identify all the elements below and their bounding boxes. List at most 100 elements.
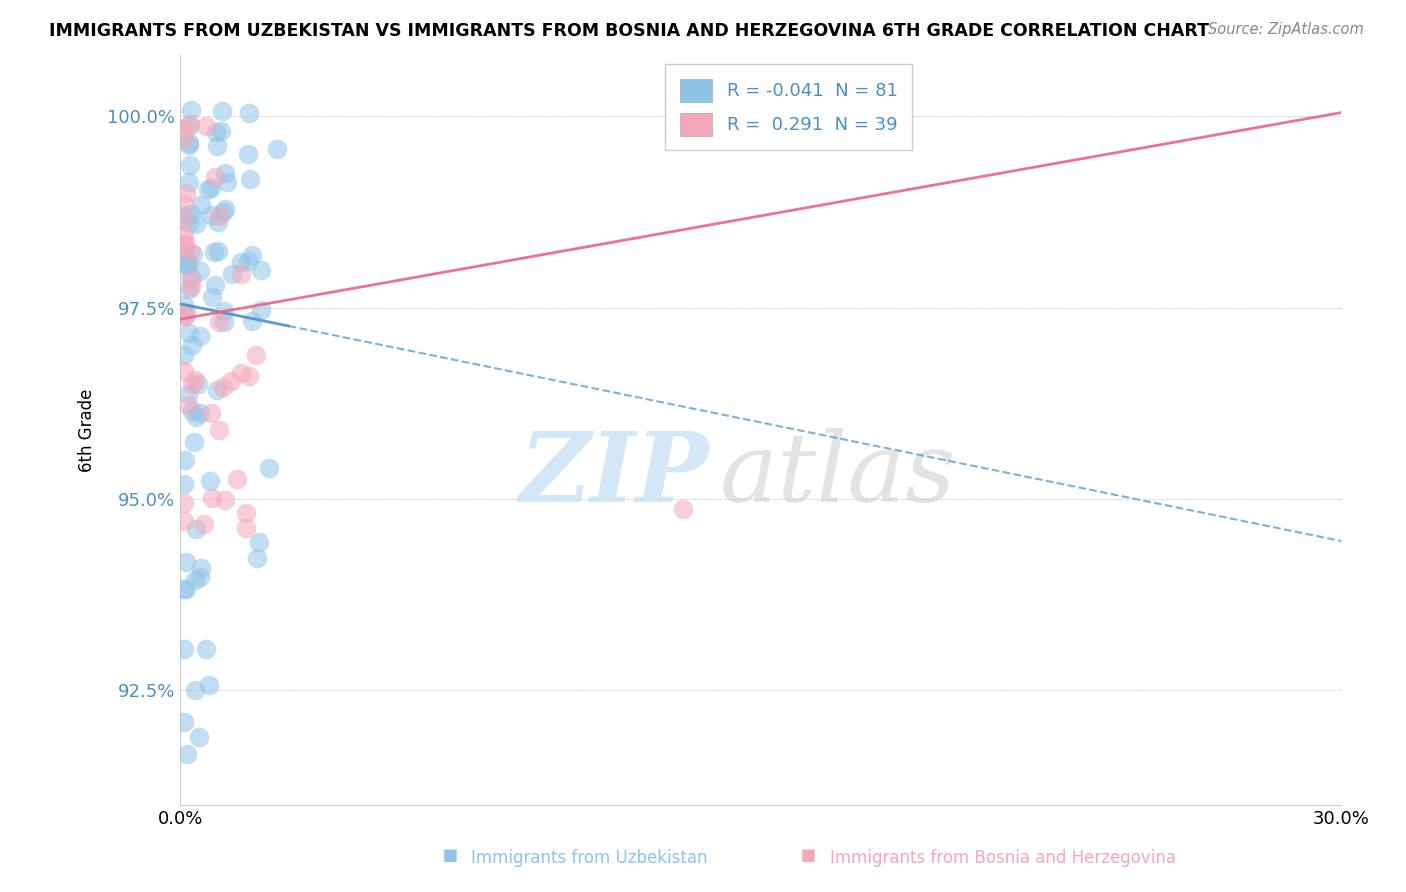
- Point: [184, 217, 207, 231]
- Point: [246, 550, 269, 565]
- Text: ▪: ▪: [441, 843, 458, 867]
- Point: [259, 461, 281, 475]
- Point: [221, 374, 243, 388]
- Point: [176, 398, 198, 412]
- Point: [173, 476, 195, 491]
- Point: [201, 290, 224, 304]
- Point: [205, 139, 228, 153]
- Point: [173, 582, 195, 596]
- Point: [180, 207, 202, 221]
- Point: [181, 376, 204, 391]
- Text: ZIP: ZIP: [519, 428, 709, 522]
- Text: atlas: atlas: [720, 428, 956, 522]
- Point: [179, 117, 201, 131]
- Point: [214, 165, 236, 179]
- Point: [197, 678, 219, 692]
- Point: [202, 245, 225, 260]
- Point: [174, 257, 197, 271]
- Point: [221, 267, 243, 281]
- Point: [205, 383, 228, 397]
- Point: [173, 496, 195, 510]
- Point: [177, 282, 200, 296]
- Point: [207, 215, 229, 229]
- Point: [186, 410, 208, 425]
- Text: Immigrants from Uzbekistan: Immigrants from Uzbekistan: [471, 849, 707, 867]
- Point: [174, 555, 197, 569]
- Point: [188, 264, 211, 278]
- Point: [174, 308, 197, 322]
- Point: [177, 120, 200, 134]
- Point: [200, 181, 222, 195]
- Point: [207, 244, 229, 259]
- Point: [174, 305, 197, 319]
- Point: [173, 238, 195, 252]
- Point: [177, 136, 200, 151]
- Point: [205, 125, 228, 139]
- Point: [247, 535, 270, 549]
- Point: [238, 105, 260, 120]
- Point: [198, 474, 221, 488]
- Point: [173, 132, 195, 146]
- Point: [208, 315, 231, 329]
- Point: [176, 747, 198, 761]
- Point: [214, 493, 236, 508]
- Point: [173, 715, 195, 730]
- Point: [174, 453, 197, 467]
- Point: [236, 254, 259, 268]
- Point: [236, 147, 259, 161]
- Point: [204, 277, 226, 292]
- Point: [187, 377, 209, 392]
- Point: [179, 245, 201, 260]
- Point: [180, 280, 202, 294]
- Point: [173, 514, 195, 528]
- Text: IMMIGRANTS FROM UZBEKISTAN VS IMMIGRANTS FROM BOSNIA AND HERZEGOVINA 6TH GRADE C: IMMIGRANTS FROM UZBEKISTAN VS IMMIGRANTS…: [49, 22, 1209, 40]
- Point: [183, 435, 205, 450]
- Point: [174, 186, 197, 200]
- Point: [173, 228, 195, 243]
- Point: [190, 561, 212, 575]
- Point: [177, 216, 200, 230]
- Point: [187, 730, 209, 744]
- Point: [211, 104, 233, 119]
- Point: [208, 423, 231, 437]
- Point: [179, 326, 201, 341]
- Point: [188, 406, 211, 420]
- Point: [190, 198, 212, 212]
- Text: Immigrants from Bosnia and Herzegovina: Immigrants from Bosnia and Herzegovina: [830, 849, 1175, 867]
- Point: [231, 366, 253, 380]
- Point: [238, 368, 260, 383]
- Point: [180, 269, 202, 284]
- Point: [217, 175, 239, 189]
- Point: [212, 303, 235, 318]
- Point: [181, 246, 204, 260]
- Point: [177, 138, 200, 153]
- Point: [177, 175, 200, 189]
- Point: [204, 170, 226, 185]
- Point: [250, 262, 273, 277]
- Point: [235, 506, 257, 520]
- Point: [173, 236, 195, 251]
- Point: [173, 348, 195, 362]
- Point: [245, 348, 267, 362]
- Point: [188, 570, 211, 584]
- Point: [174, 208, 197, 222]
- Point: [177, 387, 200, 401]
- Point: [212, 205, 235, 219]
- Point: [173, 197, 195, 211]
- Point: [214, 202, 236, 216]
- Point: [200, 406, 222, 420]
- Point: [242, 314, 264, 328]
- Point: [200, 208, 222, 222]
- Point: [180, 103, 202, 117]
- Y-axis label: 6th Grade: 6th Grade: [79, 388, 96, 472]
- Point: [173, 642, 195, 657]
- Legend: R = -0.041  N = 81, R =  0.291  N = 39: R = -0.041 N = 81, R = 0.291 N = 39: [665, 64, 912, 150]
- Point: [250, 303, 273, 318]
- Point: [173, 298, 195, 312]
- Point: [190, 328, 212, 343]
- Point: [208, 209, 231, 223]
- Point: [239, 171, 262, 186]
- Point: [194, 641, 217, 656]
- Point: [180, 273, 202, 287]
- Point: [240, 247, 263, 261]
